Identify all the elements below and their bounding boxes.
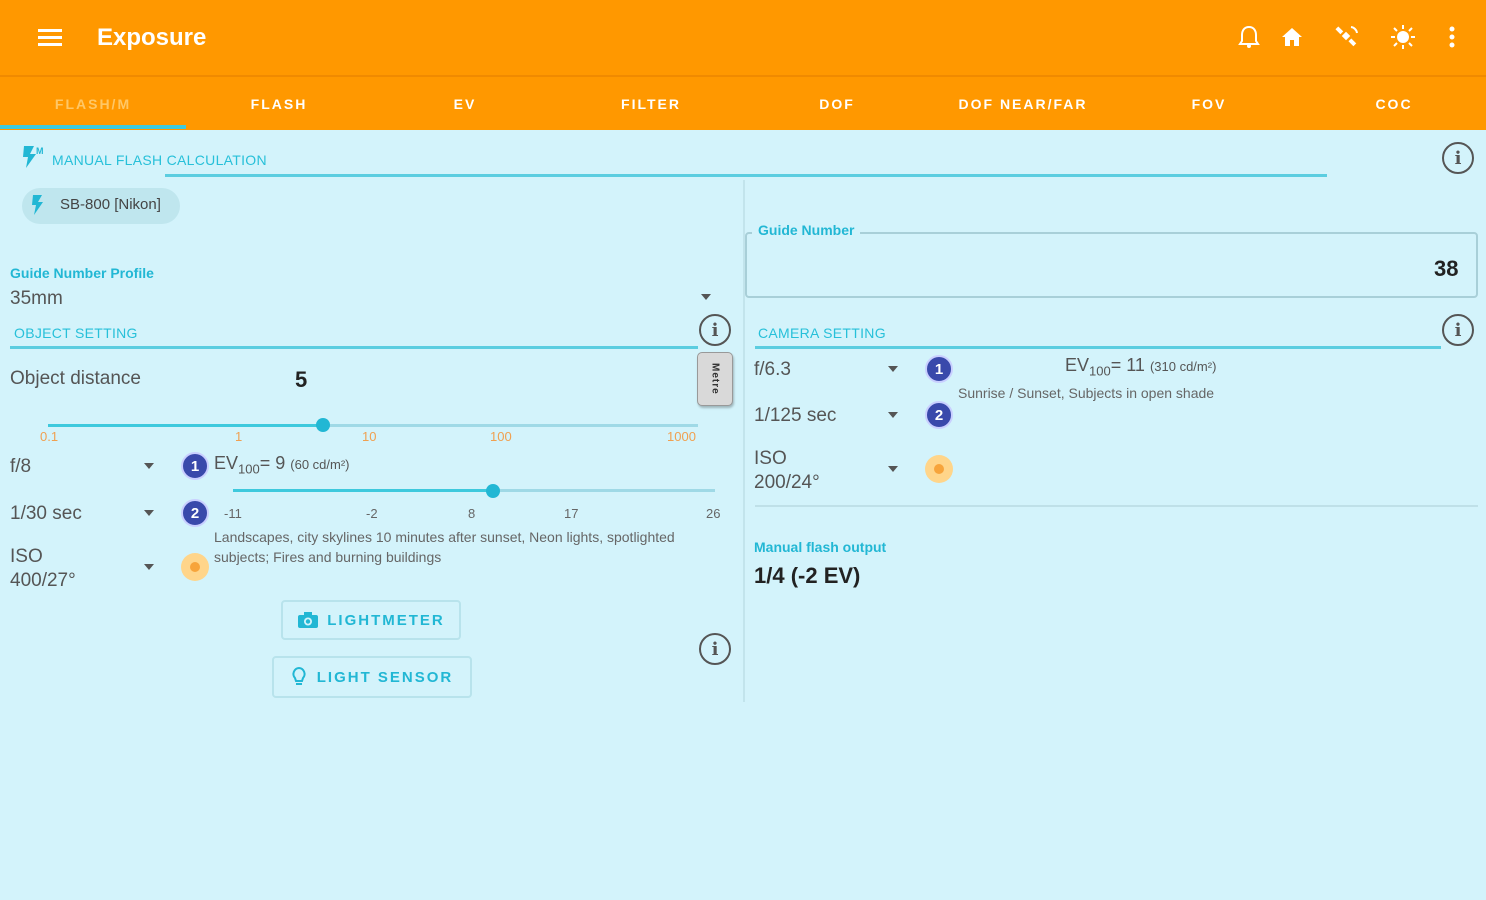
distance-tick: 10 [362,429,377,444]
tab-fov[interactable]: FOV [1191,95,1227,112]
camera-sun-icon [925,455,953,483]
object-shutter[interactable]: 1/30 sec [10,503,82,524]
camera-iso-dropdown-icon[interactable] [888,466,898,472]
badge-two: 2 [181,499,209,527]
flash-icon [30,194,46,221]
tab-dof-near-far[interactable]: DOF NEAR/FAR [958,95,1088,112]
camera-ev: EV100= 11 (310 cd/m²) [1065,355,1216,379]
object-distance-value[interactable]: 5 [295,367,308,392]
unit-toggle-label: Metre [709,363,721,395]
camera-badge-two: 2 [925,401,953,429]
tab-indicator [0,125,186,129]
shutter-dropdown-icon[interactable] [144,510,154,516]
tab-coc[interactable]: COC [1375,95,1413,112]
camera-setting-rule [755,346,1441,349]
camera-badge-one: 1 [925,355,953,383]
badge-one: 1 [181,452,209,480]
manual-flash-rule [165,174,1327,177]
column-divider [743,180,745,702]
light-sensor-label: LIGHT SENSOR [316,668,454,686]
info-icon[interactable]: i [1442,142,1474,174]
distance-tick: 1 [235,429,243,444]
output-divider [755,505,1478,507]
distance-tick: 1000 [667,429,696,444]
camera-ev-prefix: EV [1065,355,1090,375]
ev-tick: 17 [564,506,579,521]
camera-aperture[interactable]: f/6.3 [754,359,791,380]
light-sensor-button[interactable]: LIGHT SENSOR [272,656,472,698]
distance-tick: 100 [490,429,512,444]
sun-icon [181,553,209,581]
object-info-icon[interactable]: i [699,314,731,346]
home-icon[interactable] [1277,22,1307,52]
object-setting-title: OBJECT SETTING [14,325,138,341]
flash-manual-icon: M [20,144,44,175]
lightmeter-info-icon[interactable]: i [699,633,731,665]
camera-shutter[interactable]: 1/125 sec [754,405,837,426]
guide-profile-dropdown-icon[interactable] [701,294,711,300]
aperture-dropdown-icon[interactable] [144,463,154,469]
camera-ev-description: Sunrise / Sunset, Subjects in open shade [958,385,1215,401]
svg-text:M: M [36,146,44,156]
lightmeter-button[interactable]: LIGHTMETER [281,600,461,640]
tab-filter[interactable]: FILTER [621,95,681,112]
flash-chip-label: SB-800 [Nikon] [60,196,161,213]
ev-slider-thumb[interactable] [486,484,501,498]
app-bar: Exposure [0,0,1486,75]
object-setting-rule [10,346,698,349]
lightmeter-label: LIGHTMETER [327,611,445,629]
camera-info-icon[interactable]: i [1442,314,1474,346]
ev-sub: 100 [238,461,260,477]
more-vert-icon[interactable] [1437,22,1467,52]
satellite-icon[interactable] [1332,22,1362,52]
distance-tick: 0.1 [40,429,59,444]
tab-flash[interactable]: FLASH [250,95,308,112]
bell-icon[interactable] [1234,22,1264,52]
ev-value: = 9 [259,453,286,473]
ev-slider-fill [233,489,494,492]
camera-aperture-dropdown-icon[interactable] [888,366,898,372]
ev-luminance: (60 cd/m²) [290,457,350,472]
ev-tick: -11 [224,506,242,521]
tab-dof[interactable]: DOF [819,95,855,112]
tab-bar: FLASH/M FLASH EV FILTER DOF DOF NEAR/FAR… [0,75,1486,130]
object-iso[interactable]: ISO 400/27° [10,546,76,591]
ev-tick: 26 [706,506,721,521]
distance-slider-track[interactable] [48,424,698,427]
camera-icon [298,612,319,628]
camera-ev-sub: 100 [1089,363,1111,379]
lightbulb-icon [292,666,306,685]
guide-number-value: 38 [1434,256,1459,281]
guide-number-field[interactable] [745,232,1478,298]
output-value: 1/4 (-2 EV) [754,563,861,588]
manual-flash-title: MANUAL FLASH CALCULATION [52,152,267,168]
object-ev: EV100= 9 (60 cd/m²) [214,453,350,477]
ev-description: Landscapes, city skylines 10 minutes aft… [214,529,675,565]
camera-shutter-dropdown-icon[interactable] [888,412,898,418]
guide-profile-label: Guide Number Profile [10,265,154,281]
iso-dropdown-icon[interactable] [144,564,154,570]
menu-icon[interactable] [36,22,66,52]
tab-ev[interactable]: EV [453,95,477,112]
guide-number-label: Guide Number [752,222,861,238]
distance-slider-thumb[interactable] [316,418,330,432]
ev-prefix: EV [214,453,239,473]
distance-slider-fill [48,424,323,427]
object-distance-label: Object distance [10,368,141,389]
object-aperture[interactable]: f/8 [10,456,32,477]
unit-toggle-button[interactable]: Metre [697,352,733,406]
app-title: Exposure [97,24,207,51]
guide-profile-value[interactable]: 35mm [10,288,63,309]
camera-ev-value: = 11 [1110,355,1145,375]
camera-iso[interactable]: ISO 200/24° [754,448,820,493]
tab-flash-m[interactable]: FLASH/M [54,95,132,112]
camera-ev-luminance: (310 cd/m²) [1149,359,1217,374]
flash-chip[interactable] [22,188,180,224]
output-label: Manual flash output [754,539,887,555]
camera-setting-title: CAMERA SETTING [758,325,886,341]
brightness-icon[interactable] [1388,22,1418,52]
ev-tick: 8 [468,506,476,521]
ev-tick: -2 [366,506,378,521]
